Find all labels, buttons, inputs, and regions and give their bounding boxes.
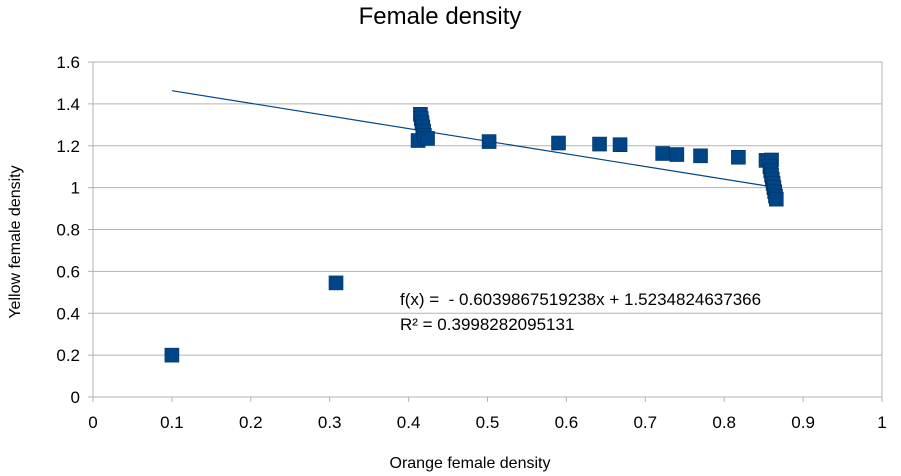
x-tick-label: 0.5: [476, 413, 500, 432]
data-point: [328, 275, 344, 291]
y-tick-label: 1: [71, 179, 80, 198]
data-points: [164, 107, 784, 363]
trendline-r-squared: R² = 0.3998282095131: [400, 315, 574, 334]
data-point: [655, 146, 670, 161]
trendline: [171, 90, 775, 188]
y-tick-label: 1.6: [56, 53, 80, 72]
data-point: [481, 134, 497, 149]
data-point: [164, 347, 180, 363]
data-point: [592, 136, 607, 152]
x-tick-label: 0.8: [712, 413, 736, 432]
x-tick-label: 0.4: [397, 413, 421, 432]
trendline-equation: f(x) = - 0.6039867519238x + 1.5234824637…: [400, 290, 761, 309]
x-tick-label: 0.7: [633, 413, 657, 432]
data-point: [731, 149, 746, 165]
x-tick-label: 0.9: [791, 413, 815, 432]
x-tick-label: 0.3: [318, 413, 342, 432]
data-point: [693, 148, 708, 164]
y-tick-label: 1.4: [56, 95, 80, 114]
y-axis-title: Yellow female density: [7, 165, 24, 318]
data-point: [768, 191, 784, 207]
data-point: [612, 137, 628, 153]
x-tick-label: 0: [88, 413, 97, 432]
y-axis-ticks: 0 0.2 0.4 0.6 0.8 1 1.2 1.4 1.6: [56, 53, 93, 407]
data-point: [551, 135, 566, 151]
x-tick-label: 1: [877, 413, 886, 432]
x-tick-label: 0.6: [555, 413, 579, 432]
trendline-path: [171, 90, 775, 188]
gridlines: [93, 61, 882, 398]
y-tick-label: 0.4: [56, 304, 80, 323]
data-point: [420, 131, 435, 146]
x-axis-title: Orange female density: [390, 455, 551, 472]
x-axis-ticks: 0 0.1 0.2 0.3 0.4 0.5 0.6 0.7 0.8 0.9 1: [88, 397, 887, 432]
y-tick-label: 0.2: [56, 346, 80, 365]
y-tick-label: 0: [71, 388, 80, 407]
y-tick-label: 1.2: [56, 137, 80, 156]
data-point: [669, 147, 685, 162]
x-tick-label: 0.2: [239, 413, 263, 432]
y-tick-label: 0.6: [56, 262, 80, 281]
y-tick-label: 0.8: [56, 221, 80, 240]
chart-title: Female density: [359, 3, 522, 30]
x-tick-label: 0.1: [160, 413, 184, 432]
